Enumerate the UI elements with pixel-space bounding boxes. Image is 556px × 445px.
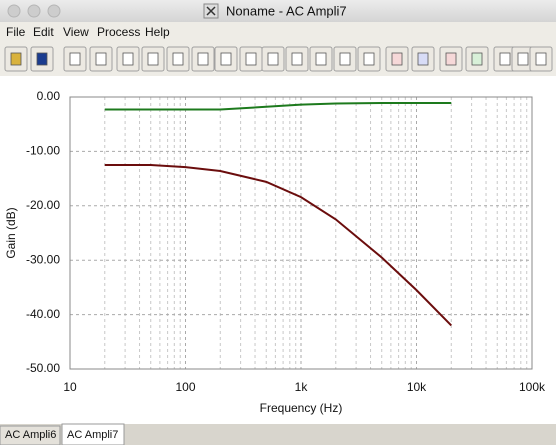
tab-bar	[0, 424, 556, 445]
menu-item[interactable]: View	[63, 25, 89, 39]
toolbar-icon	[69, 52, 81, 66]
toolbar	[4, 46, 553, 72]
plot-frame	[69, 96, 533, 370]
chart-area	[0, 76, 556, 424]
toolbar-icon	[471, 52, 483, 66]
toolbar-icon	[197, 52, 209, 66]
x-tick-label: 100	[175, 380, 195, 394]
toolbar-icon	[499, 52, 511, 66]
series-line	[104, 101, 452, 111]
toolbar-icon	[315, 52, 327, 66]
toolbar-icon	[36, 52, 48, 66]
menu-item: Process	[97, 25, 140, 39]
toolbar-icon	[339, 52, 351, 66]
menu-item[interactable]: Edit	[33, 25, 54, 39]
tab[interactable]	[61, 423, 125, 445]
x-tick-label: 1k	[295, 380, 309, 394]
x-tick-label: 10	[63, 380, 77, 394]
toolbar-icon	[10, 52, 22, 66]
y-tick-label: 0.00	[37, 89, 61, 103]
window-title: Noname - AC Ampli7	[226, 3, 347, 18]
tab-label[interactable]: AC Ampli6	[5, 429, 56, 441]
y-tick-label: -20.00	[26, 198, 60, 212]
tab[interactable]	[0, 425, 61, 445]
toolbar-icon	[172, 52, 184, 66]
title-bar	[0, 0, 556, 22]
toolbar-icon	[445, 52, 457, 66]
x-axis-label: Frequency (Hz)	[260, 401, 343, 415]
menu-bar: File Edit View Process Help	[6, 25, 170, 39]
tabs: AC Ampli6 AC Ampli7	[0, 423, 125, 445]
x-tick-label: 100k	[519, 380, 546, 394]
y-axis-label: Gain (dB)	[4, 207, 18, 258]
toolbar-icon	[517, 52, 529, 66]
toolbar-icon	[122, 52, 134, 66]
toolbar-icon	[95, 52, 107, 66]
toolbar-icon	[220, 52, 232, 66]
y-tick-label: -10.00	[26, 144, 60, 158]
toolbar-icon	[535, 52, 547, 66]
zoom-button[interactable]	[47, 4, 61, 18]
series-line	[104, 164, 452, 327]
y-tick-label: -30.00	[26, 252, 60, 266]
toolbar-icon	[147, 52, 159, 66]
y-tick-label: -50.00	[26, 361, 60, 375]
y-tick-label: -40.00	[26, 307, 60, 321]
tab-label[interactable]: AC Ampli7	[67, 429, 118, 441]
app-icon-glyph	[206, 6, 216, 16]
x-tick-label: 10k	[407, 380, 427, 394]
toolbar-icon	[391, 52, 403, 66]
menu-item[interactable]: Help	[145, 25, 170, 39]
toolbar-icon	[291, 52, 303, 66]
toolbar-icon	[363, 52, 375, 66]
toolbar-icon	[245, 52, 257, 66]
toolbar-icon	[267, 52, 279, 66]
minimize-button[interactable]	[27, 4, 41, 18]
close-button[interactable]	[7, 4, 21, 18]
toolbar-icon	[417, 52, 429, 66]
menu-item[interactable]: File	[6, 25, 26, 39]
